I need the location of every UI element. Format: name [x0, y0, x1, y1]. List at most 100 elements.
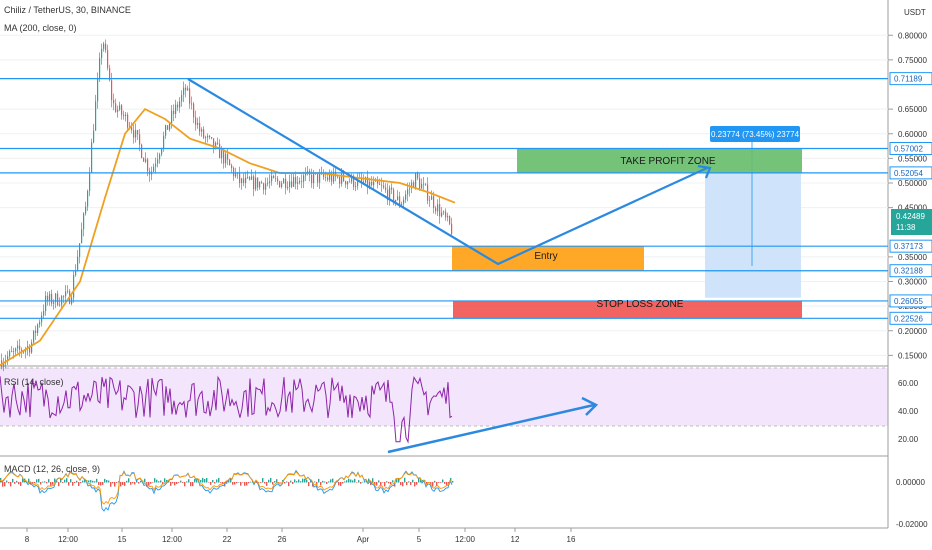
candle-body [385, 187, 387, 190]
macd-histogram-bar [416, 482, 418, 485]
last-price-value: 0.42489 [896, 212, 925, 221]
candle-body [119, 105, 121, 110]
macd-histogram-bar [370, 482, 372, 485]
macd-histogram-bar [158, 481, 160, 483]
macd-histogram-bar [56, 480, 58, 483]
candle-body [67, 290, 69, 292]
macd-histogram-bar [194, 479, 196, 483]
candle-body [13, 351, 15, 352]
candle-body [397, 196, 399, 201]
time-tick-label: 15 [118, 535, 127, 544]
candle-body [299, 180, 301, 183]
candle-body [345, 181, 347, 185]
macd-histogram-bar [412, 479, 414, 483]
level-tag-label: 0.26055 [894, 297, 923, 306]
macd-histogram-bar [400, 482, 402, 486]
candle-body [213, 138, 215, 149]
candle-body [19, 345, 21, 350]
macd-histogram-bar [8, 482, 10, 484]
candle-body [395, 200, 397, 202]
macd-histogram-bar [202, 477, 204, 483]
macd-histogram-bar [332, 478, 334, 483]
macd-histogram-bar [268, 479, 270, 483]
ma-legend: MA (200, close, 0) [4, 23, 77, 33]
candle-body [169, 122, 171, 130]
candle-body [189, 88, 191, 104]
macd-histogram-bar [320, 482, 322, 486]
price-tick-label: 0.80000 [898, 31, 927, 40]
macd-histogram-bar [180, 480, 182, 483]
candle-body [219, 143, 221, 159]
candle-body [337, 176, 339, 178]
rsi-axis: 60.00 40.00 20.00 [898, 379, 919, 444]
time-tick-label: 22 [223, 535, 232, 544]
candle-body [45, 295, 47, 312]
trend-zigzag[interactable] [187, 78, 708, 266]
candle-body [285, 178, 287, 188]
macd-histogram-bar [348, 478, 350, 483]
macd-histogram-bar [406, 482, 408, 486]
macd-histogram-bar [46, 482, 48, 484]
candle-body [257, 177, 259, 188]
candle-body [185, 87, 187, 91]
macd-histogram-bar [294, 479, 296, 483]
candle-body [317, 173, 319, 183]
macd-histogram-bar [354, 478, 356, 483]
macd-histogram-bar [176, 482, 178, 485]
candle-body [235, 173, 237, 177]
candle-body [241, 178, 243, 183]
candle-body [95, 101, 97, 131]
stop-loss-zone[interactable] [453, 300, 802, 319]
macd-histogram-bar [408, 481, 410, 483]
rsi-line [0, 375, 453, 444]
candle-body [203, 129, 205, 138]
macd-histogram-bar [134, 482, 136, 485]
take-profit-zone[interactable] [517, 148, 802, 173]
macd-histogram-bar [2, 482, 4, 487]
candle-body [261, 182, 263, 184]
macd-histogram-bar [358, 480, 360, 483]
candle-body [143, 157, 145, 162]
candle-body [425, 183, 427, 185]
entry-zone[interactable] [452, 246, 644, 271]
macd-histogram-bar [90, 480, 92, 483]
macd-histogram-bar [442, 479, 444, 483]
candle-body [161, 148, 163, 155]
ma-line [0, 107, 456, 366]
macd-histogram-bar [122, 482, 124, 485]
candle-body [273, 176, 275, 179]
candle-body [259, 182, 261, 188]
macd-histogram-bar [44, 481, 46, 483]
rsi-legend: RSI (14, close) [4, 377, 64, 387]
candle-body [329, 175, 331, 180]
candle-body [47, 295, 49, 301]
stop-loss-label: STOP LOSS ZONE [597, 299, 684, 310]
candle-body [289, 181, 291, 187]
macd-histogram-bar [148, 482, 150, 487]
candle-body [383, 185, 385, 188]
candle-body [29, 346, 31, 353]
candle-body [193, 103, 195, 118]
candle-body [373, 181, 375, 186]
macd-tick-label: -0.02000 [896, 520, 928, 529]
candle-body [93, 130, 95, 143]
macd-histogram-bar [274, 481, 276, 483]
candle-body [361, 177, 363, 182]
macd-histogram-bar [114, 482, 116, 487]
time-tick-label: 8 [25, 535, 30, 544]
candle-body [447, 216, 449, 218]
macd-histogram-bar [210, 482, 212, 485]
macd-histogram-bar [126, 480, 128, 483]
candle-body [293, 177, 295, 187]
candle-body [105, 43, 107, 51]
macd-histogram-bar [110, 482, 112, 487]
candle-body [145, 159, 147, 162]
rsi-trend-arrow[interactable] [387, 403, 595, 454]
macd-histogram-bar [120, 482, 122, 487]
candle-body [247, 176, 249, 178]
macd-histogram-bar [382, 482, 384, 483]
candle-body [135, 130, 137, 138]
candle-body [419, 178, 421, 189]
macd-histogram-bar [160, 480, 162, 483]
